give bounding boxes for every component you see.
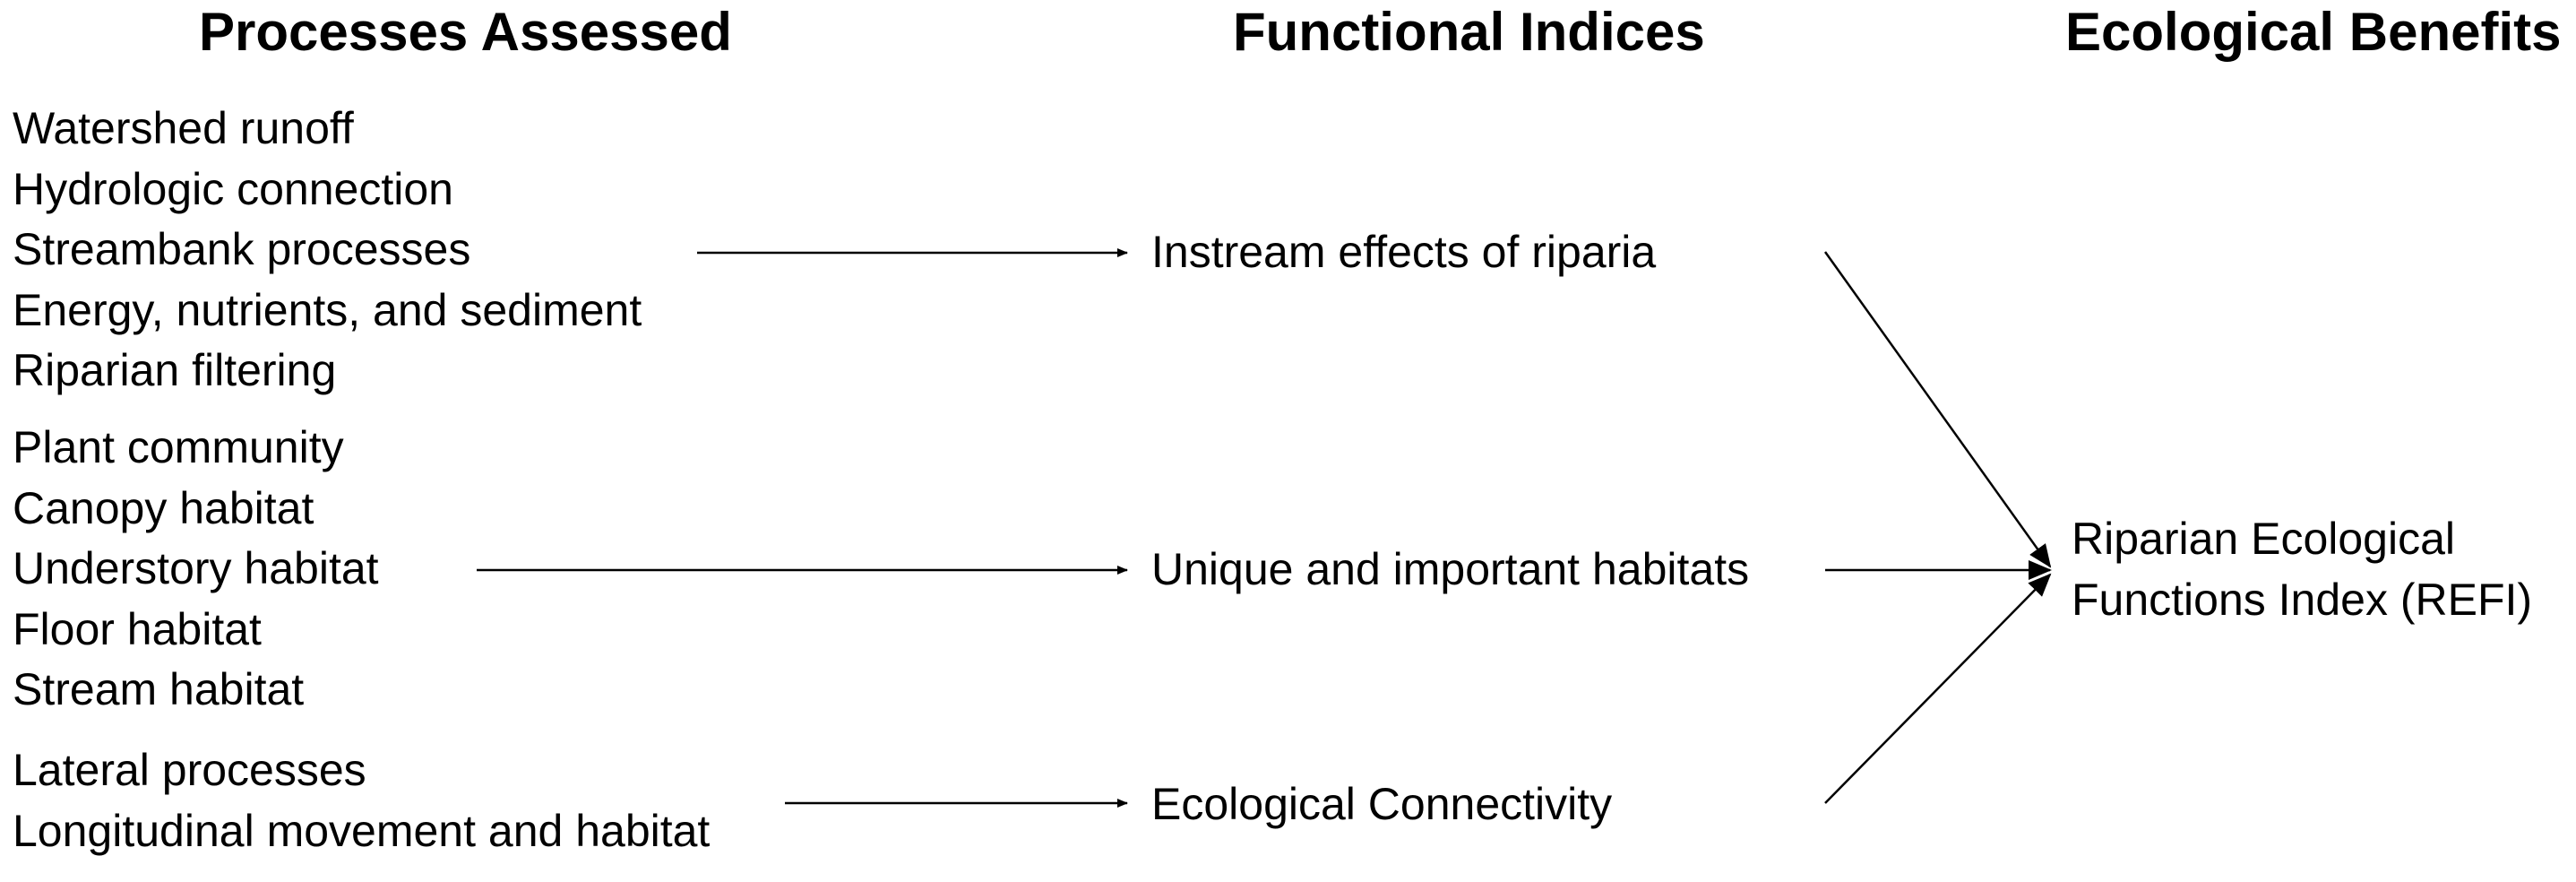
index-instream-effects: Instream effects of riparia [1151,227,1657,277]
index-ecological-connectivity: Ecological Connectivity [1151,779,1613,829]
process-item: Longitudinal movement and habitat [13,805,711,856]
header-functional-indices: Functional Indices [1233,2,1705,62]
process-item: Lateral processes [13,745,366,795]
benefit-line-2: Functions Index (REFI) [2072,574,2533,625]
process-list-habitats: Plant community Canopy habitat Understor… [13,418,379,721]
index-unique-habitats: Unique and important habitats [1151,544,1750,594]
benefit-refi-label: Riparian Ecological Functions Index (REF… [2072,509,2532,630]
process-item: Plant community [13,422,344,472]
process-item: Streambank processes [13,224,471,274]
process-item: Canopy habitat [13,482,314,533]
process-item: Watershed runoff [13,103,354,153]
process-item: Hydrologic connection [13,163,453,214]
process-item: Understory habitat [13,543,379,593]
arrow-connectivity-to-refi [1824,573,2052,804]
benefit-line-1: Riparian Ecological [2072,514,2456,564]
process-item: Energy, nutrients, and sediment [13,284,642,335]
process-item: Riparian filtering [13,345,337,395]
header-ecological-benefits: Ecological Benefits [2065,2,2562,62]
process-list-connectivity: Lateral processes Longitudinal movement … [13,740,710,861]
process-list-instream: Watershed runoff Hydrologic connection S… [13,99,642,402]
header-processes-assessed: Processes Assessed [199,2,732,62]
process-item: Stream habitat [13,664,305,714]
process-item: Floor habitat [13,603,262,654]
arrow-instream-to-refi [1823,251,2052,568]
